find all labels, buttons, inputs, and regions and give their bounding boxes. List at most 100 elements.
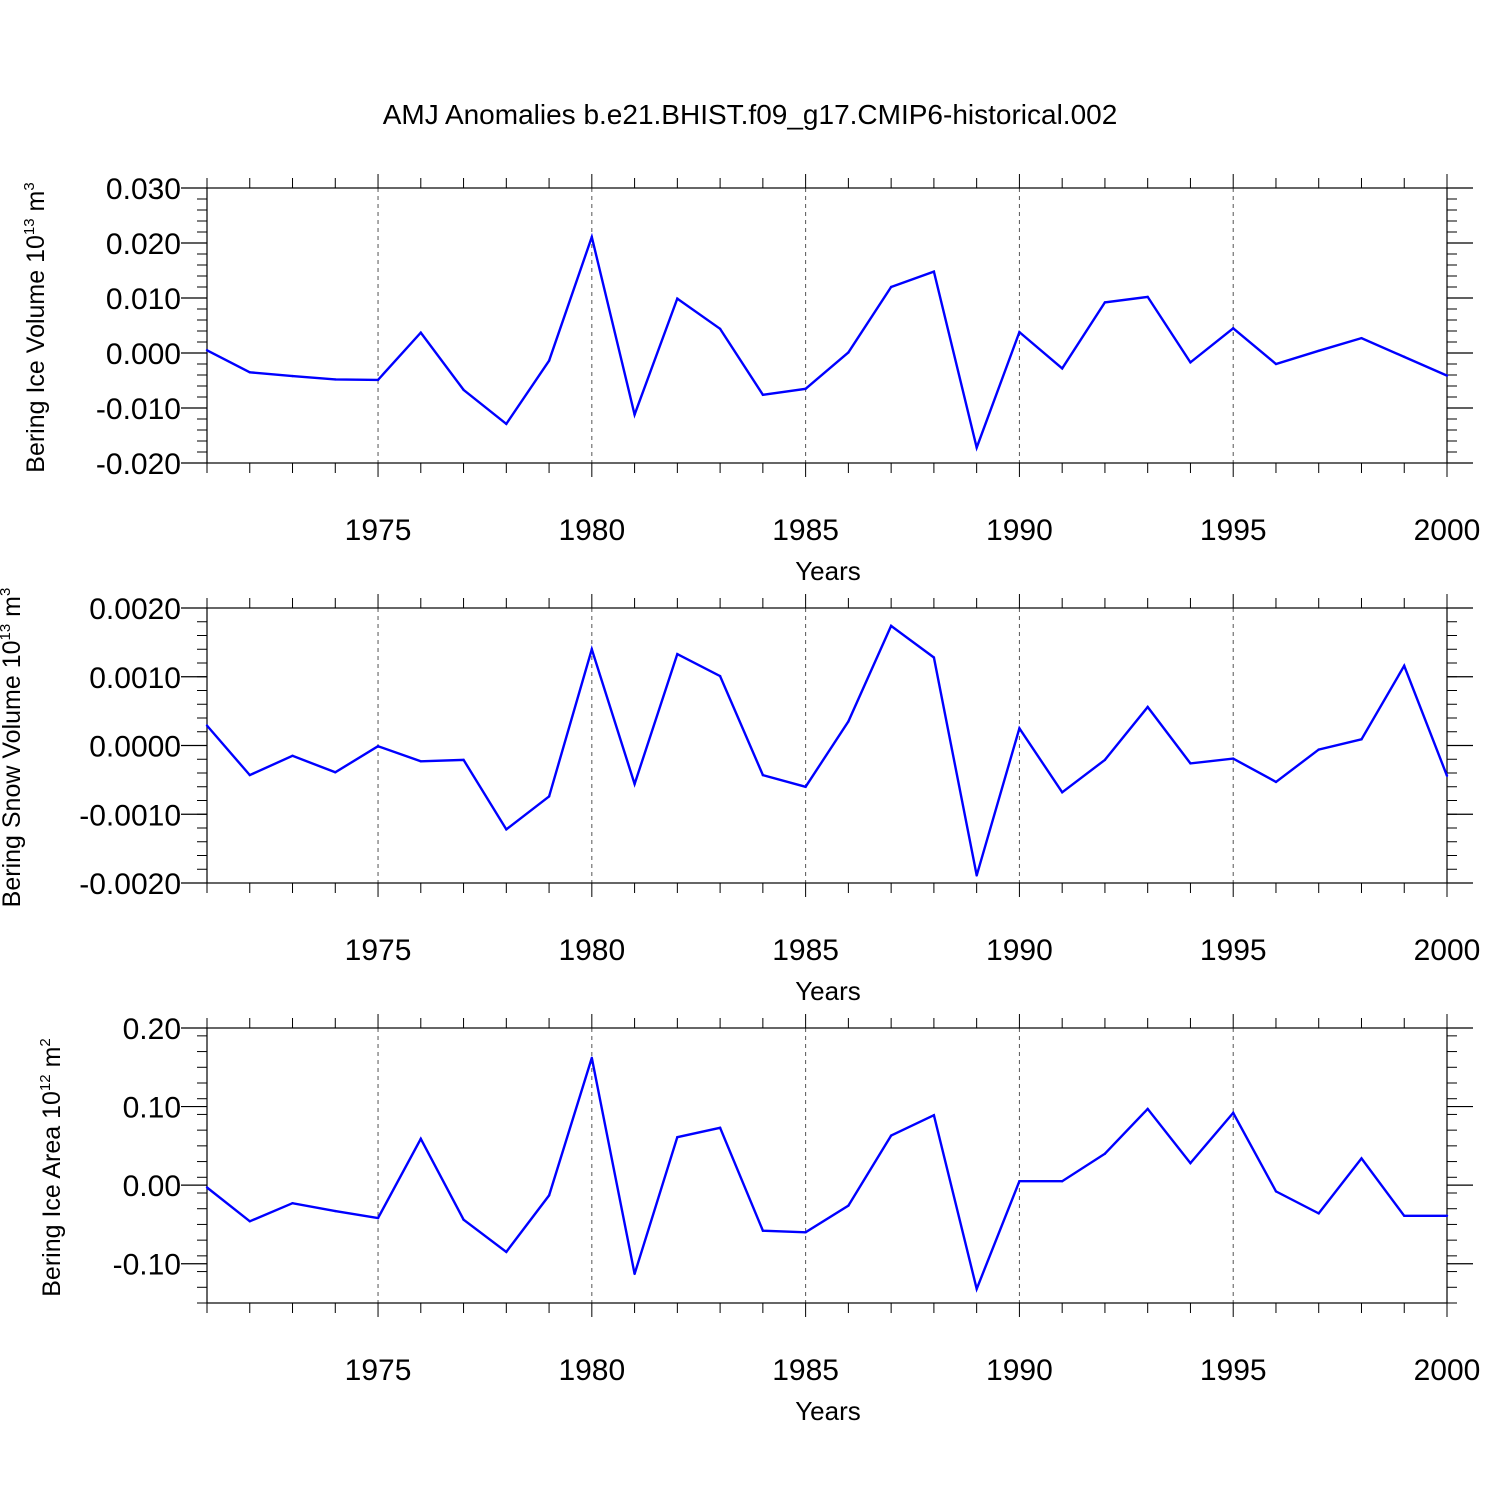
data-point-1977 (462, 388, 465, 392)
data-point-1978 (505, 1250, 508, 1254)
data-point-1977 (462, 758, 465, 762)
x-tick-label: 1995 (1200, 514, 1267, 547)
data-point-1971 (205, 1186, 209, 1189)
x-tick-label: 2000 (1414, 1354, 1481, 1387)
chart-panel-3: -0.10 0.00 0.10 0.20 1975 1980 1985 1990 1995 200… (37, 1013, 1480, 1426)
data-point-1979 (547, 359, 551, 362)
data-point-1998 (1360, 738, 1363, 741)
y-tick-label: 0.010 (106, 283, 181, 316)
data-point-1993 (1146, 1107, 1149, 1111)
y-tick-label: -0.10 (113, 1249, 181, 1282)
x-tick-label: 2000 (1414, 514, 1481, 547)
y-tick-label: 0.030 (106, 173, 181, 206)
data-point-1991 (1060, 791, 1064, 794)
data-point-1975 (376, 744, 380, 748)
y-axis-title: Bering Ice Volume 1013 m3 (21, 182, 50, 472)
data-point-1984 (761, 773, 765, 777)
x-axis-title: Years (795, 1396, 861, 1426)
data-point-1998 (1360, 336, 1363, 340)
x-tick-label: 1990 (986, 514, 1053, 547)
data-point-1995 (1232, 327, 1235, 330)
data-point-1975 (376, 1216, 380, 1220)
data-point-1997 (1317, 349, 1320, 352)
data-point-1986 (847, 1204, 850, 1207)
x-tick-label: 1985 (772, 934, 839, 967)
data-point-1985 (804, 1231, 807, 1234)
chart-title: AMJ Anomalies b.e21.BHIST.f09_g17.CMIP6-… (383, 99, 1118, 130)
y-tick-label: 0.00 (123, 1170, 181, 1203)
y-axis-title: Bering Ice Area 1012 m2 (37, 1038, 66, 1297)
data-point-1991 (1060, 367, 1064, 370)
data-point-1974 (334, 1209, 337, 1213)
plot-frame (206, 607, 1448, 884)
data-point-1983 (718, 1126, 722, 1129)
data-point-1981 (633, 782, 636, 786)
plot-frame (206, 1027, 1448, 1304)
x-tick-label: 1975 (345, 514, 412, 547)
data-point-1990 (1018, 727, 1021, 730)
data-point-1981 (633, 1272, 636, 1276)
data-point-1984 (761, 393, 765, 396)
y-tick-label: 0.10 (123, 1092, 181, 1125)
x-axis-title: Years (795, 976, 861, 1006)
data-point-1974 (334, 771, 337, 774)
data-point-1979 (547, 795, 551, 798)
y-axis-title: Bering Snow Volume 1013 m3 (0, 588, 26, 908)
y-tick-label: -0.0020 (79, 868, 181, 901)
x-tick-label: 1995 (1200, 934, 1267, 967)
y-tick-label: 0.020 (106, 228, 181, 261)
data-point-1992 (1103, 301, 1107, 304)
y-tick-label: 0.0010 (89, 662, 181, 695)
x-tick-label: 1980 (558, 934, 625, 967)
data-point-2000 (1445, 1214, 1449, 1217)
data-point-1998 (1360, 1157, 1363, 1160)
data-point-1986 (847, 720, 850, 723)
data-point-1973 (291, 754, 294, 758)
data-point-1985 (804, 387, 807, 390)
x-tick-label: 2000 (1414, 934, 1481, 967)
data-point-1997 (1317, 1212, 1320, 1215)
series-line (206, 624, 1449, 876)
x-tick-label: 1995 (1200, 1354, 1267, 1387)
series-line (206, 1057, 1447, 1293)
data-point-1990 (1018, 330, 1021, 334)
series-line (206, 232, 1448, 452)
data-point-1983 (718, 674, 722, 678)
data-point-1989 (975, 1287, 978, 1291)
x-tick-label: 1990 (986, 1354, 1053, 1387)
data-point-1972 (248, 1220, 251, 1223)
data-point-1993 (1146, 705, 1149, 709)
data-point-1989 (975, 874, 978, 877)
data-point-1980 (590, 1056, 594, 1060)
data-point-1992 (1103, 758, 1107, 762)
data-point-1983 (718, 327, 722, 330)
data-point-1988 (932, 656, 936, 659)
x-tick-label: 1990 (986, 934, 1053, 967)
data-point-1973 (291, 374, 294, 378)
data-point-2000 (1445, 374, 1449, 377)
data-point-1977 (462, 1218, 465, 1221)
data-point-1978 (505, 422, 508, 426)
data-point-1980 (590, 235, 594, 239)
data-point-1987 (889, 624, 893, 628)
data-point-1999 (1403, 355, 1406, 359)
data-point-1994 (1189, 762, 1192, 765)
data-point-1990 (1018, 1180, 1021, 1183)
data-point-1978 (505, 828, 508, 831)
y-tick-label: -0.010 (96, 393, 181, 426)
data-point-1994 (1189, 361, 1192, 364)
data-point-1996 (1274, 362, 1278, 366)
y-tick-label: 0.0000 (89, 731, 181, 764)
x-tick-label: 1980 (558, 514, 625, 547)
data-point-1991 (1060, 1180, 1064, 1183)
data-point-1974 (334, 378, 337, 381)
data-point-1972 (248, 371, 251, 374)
data-point-1976 (419, 1137, 422, 1140)
data-point-1976 (419, 760, 422, 763)
data-point-2000 (1445, 774, 1449, 777)
data-point-1999 (1403, 1214, 1406, 1217)
data-point-1982 (676, 297, 679, 300)
chart-panel-1: -0.020 -0.010 0.000 0.010 0.020 0.030 1975 1980… (21, 173, 1480, 586)
